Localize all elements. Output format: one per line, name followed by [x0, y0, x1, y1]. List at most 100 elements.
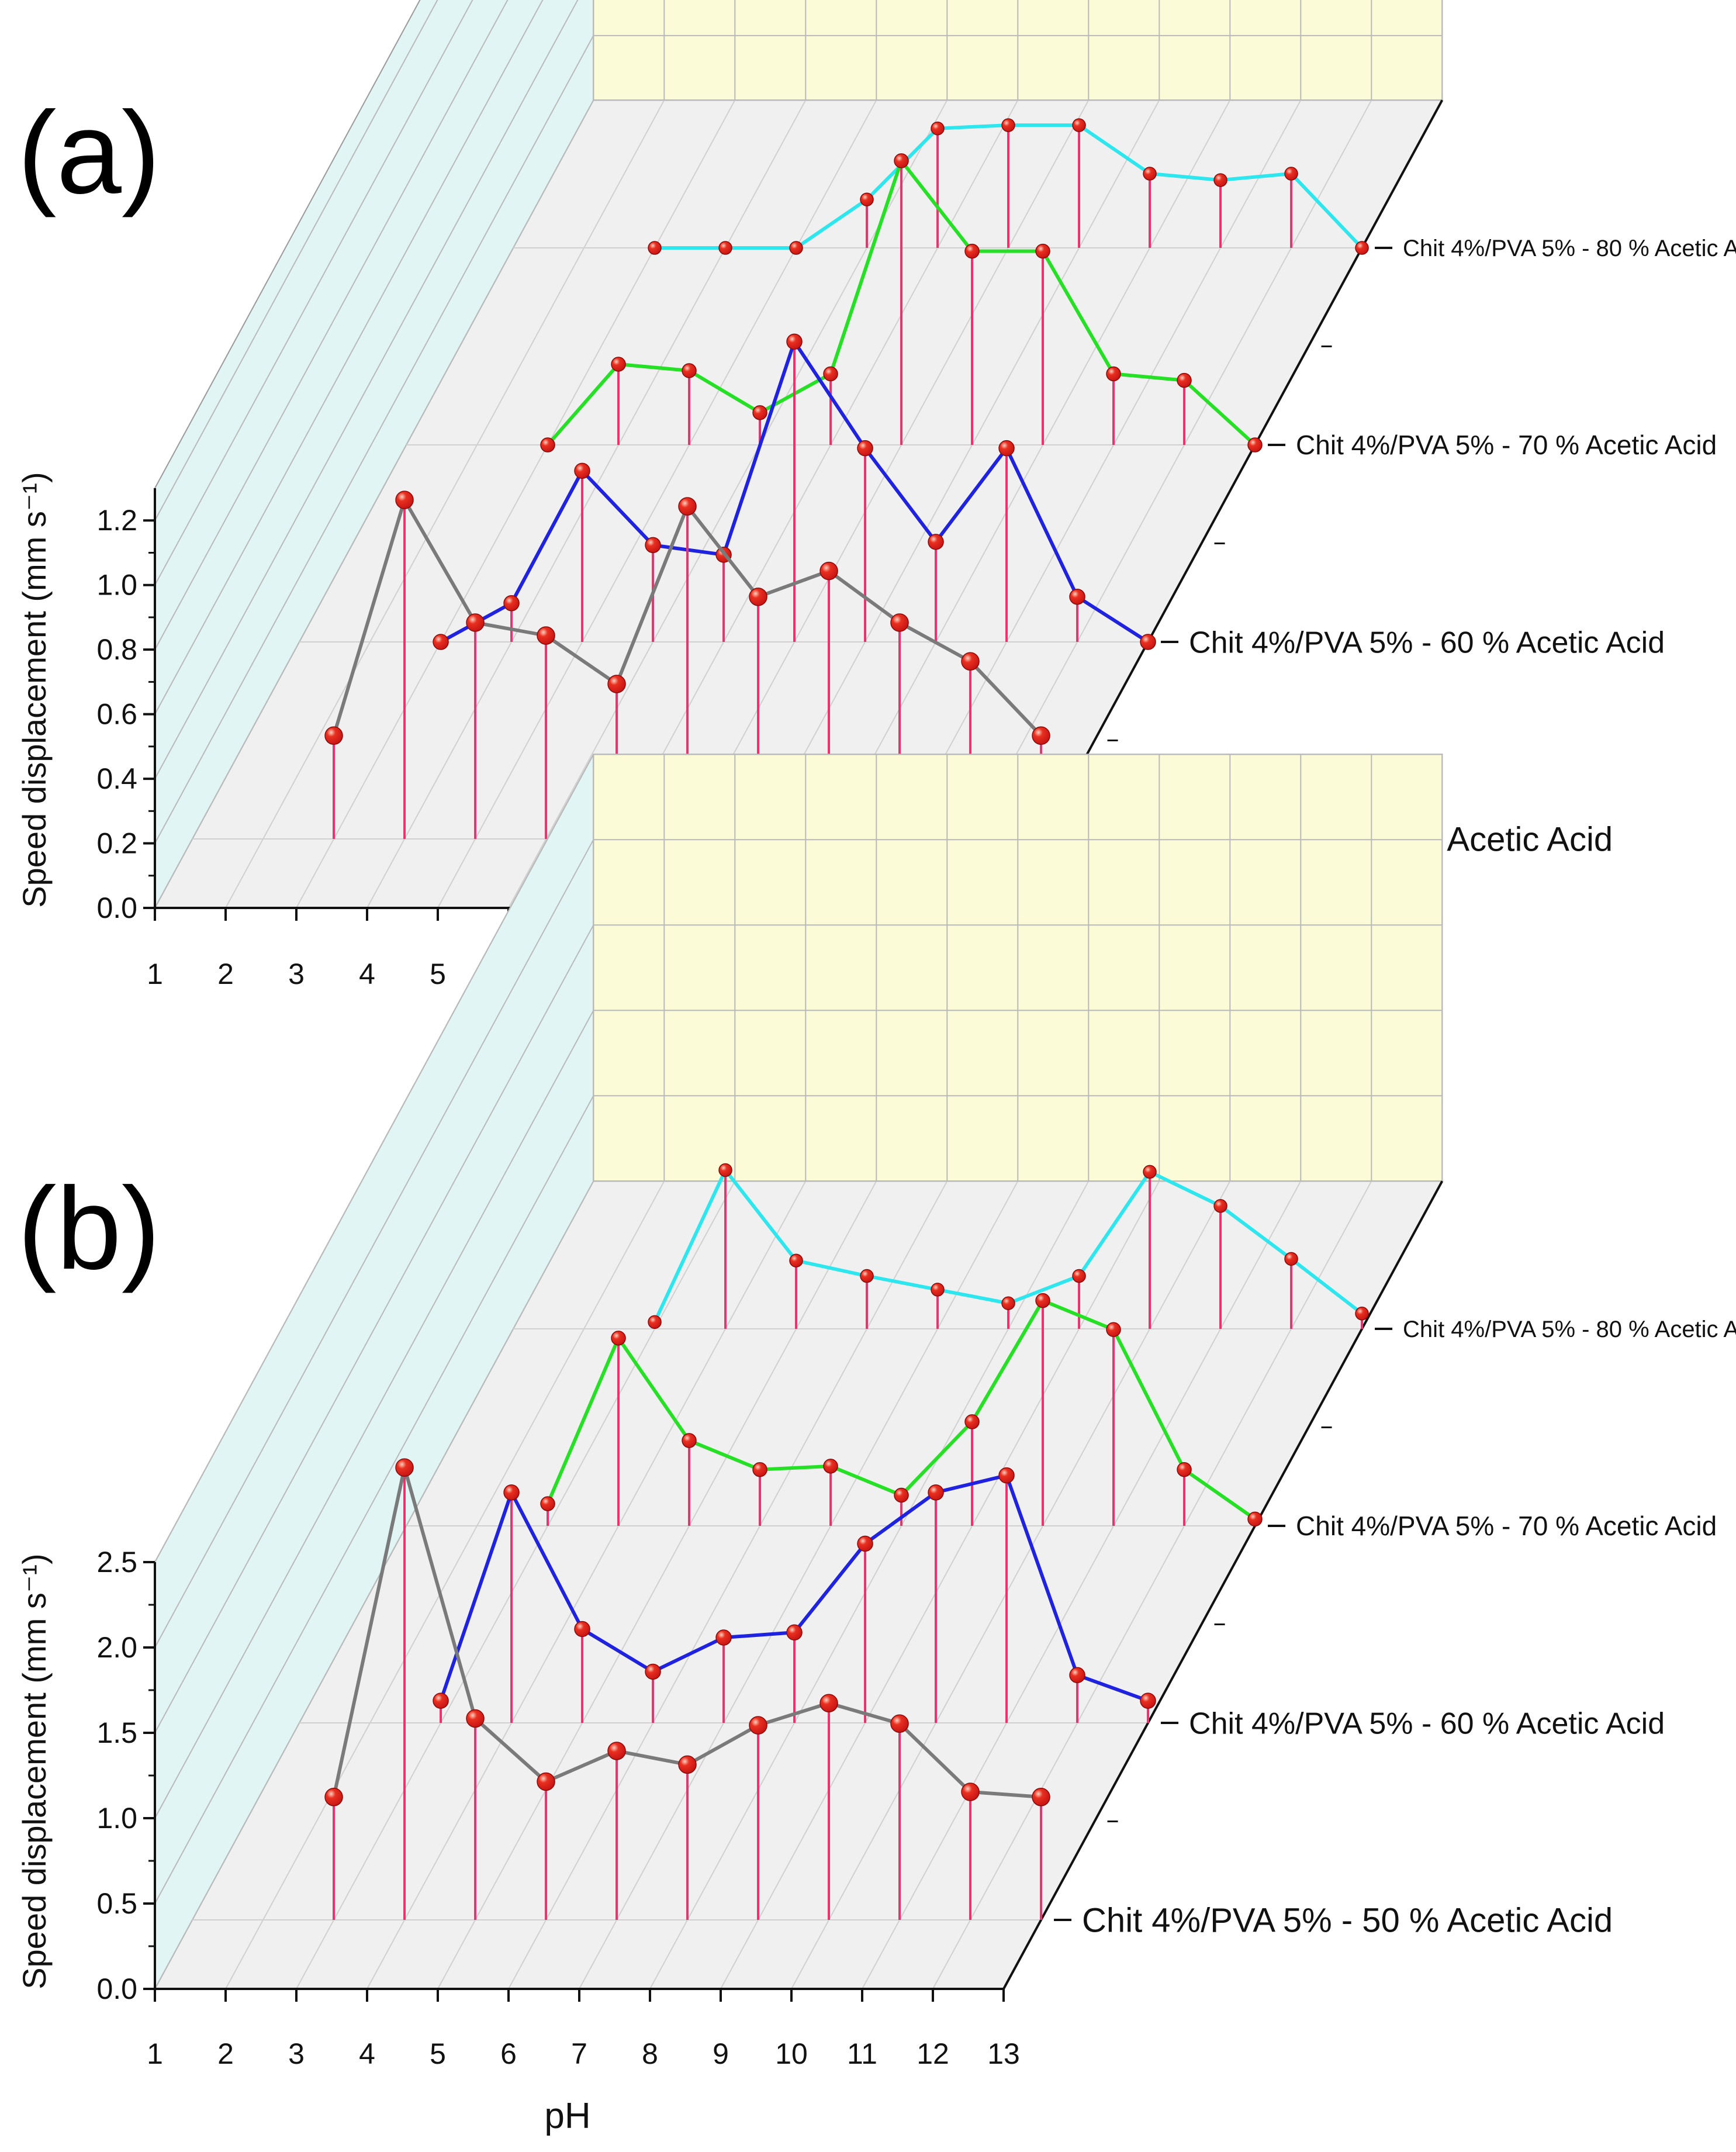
data-point	[823, 1459, 838, 1474]
y-tick-label: 0.2	[96, 827, 137, 860]
side-grid-y	[154, 0, 579, 779]
floor-grid-x	[862, 1180, 1302, 1989]
data-point	[928, 1484, 944, 1501]
data-point	[894, 153, 909, 168]
data-point	[648, 1315, 662, 1329]
y-tick-label: 2.0	[96, 1631, 137, 1664]
data-point	[607, 1742, 626, 1760]
series-label: Chit 4%/PVA 5% - 50 % Acetic Acid	[1082, 1901, 1613, 1939]
side-grid-y	[154, 0, 544, 715]
x-tick-label: 10	[775, 2037, 808, 2070]
data-point	[574, 1621, 590, 1638]
series-label: Chit 4%/PVA 5% - 60 % Acetic Acid	[1189, 1707, 1665, 1740]
series-2	[540, 1293, 1263, 1527]
x-tick-label: 13	[987, 2037, 1020, 2070]
data-point	[1355, 241, 1369, 255]
x-tick-label: 3	[288, 2037, 305, 2070]
data-point	[1035, 243, 1050, 259]
data-point	[786, 1624, 803, 1641]
data-point	[961, 652, 980, 671]
data-point	[819, 561, 838, 581]
data-point	[611, 357, 626, 372]
data-point	[998, 1467, 1015, 1484]
data-point	[1035, 1293, 1050, 1308]
x-tick-label: 5	[430, 2037, 446, 2070]
series-3	[648, 1163, 1369, 1329]
y-axis-title: Speed displacement (mm s⁻¹)	[16, 472, 53, 907]
x-tick-label: 12	[917, 2037, 949, 2070]
data-point	[1069, 588, 1085, 605]
data-point	[890, 1714, 909, 1733]
floor-grid-x	[366, 99, 807, 909]
data-point	[860, 192, 874, 206]
x-tick-label: 4	[359, 958, 375, 990]
y-tick-label: 0.8	[96, 633, 137, 666]
data-point	[964, 243, 980, 259]
side-grid-y	[154, 839, 594, 1648]
data-point	[857, 440, 873, 457]
data-point	[1284, 1252, 1298, 1266]
floor-grid-x	[579, 1180, 1019, 1989]
data-point	[931, 121, 945, 136]
side-grid-y	[154, 1095, 594, 1904]
series-1	[433, 1467, 1156, 1723]
panel-label: (b)	[18, 1163, 160, 1294]
data-point	[537, 1772, 555, 1791]
data-point	[682, 1433, 697, 1448]
data-point	[1213, 1199, 1227, 1213]
x-tick-label: 1	[147, 2037, 163, 2070]
data-point	[1001, 118, 1015, 132]
data-point	[503, 595, 520, 612]
data-point	[1140, 634, 1156, 650]
data-point	[1143, 1165, 1157, 1179]
data-point	[1072, 1269, 1086, 1283]
y-tick-label: 1.5	[96, 1716, 137, 1749]
floor-grid-x	[437, 99, 877, 909]
data-point	[433, 634, 449, 650]
data-point	[931, 1283, 945, 1297]
data-point	[645, 1663, 661, 1680]
y-tick-label: 2.5	[96, 1546, 137, 1578]
data-point	[1106, 1322, 1121, 1337]
data-point	[607, 675, 626, 693]
x-tick-label: 4	[359, 2037, 375, 2070]
x-tick-label: 2	[217, 2037, 234, 2070]
data-point	[1355, 1307, 1369, 1321]
data-point	[1247, 437, 1263, 452]
floor-grid-x	[720, 1180, 1160, 1989]
data-point	[503, 1484, 520, 1501]
y-tick-label: 1.0	[96, 569, 137, 602]
y-tick-label: 0.6	[96, 698, 137, 731]
data-point	[718, 1163, 732, 1177]
y-axis-title: Speed displacement (mm s⁻¹)	[16, 1553, 53, 1989]
floor-grid-x	[296, 99, 736, 909]
data-point	[1177, 1462, 1192, 1477]
y-tick-label: 1.0	[96, 1802, 137, 1835]
series-0	[324, 1458, 1050, 1920]
data-point	[678, 1755, 697, 1774]
depth-axis-line	[1002, 1180, 1444, 1989]
data-point	[1143, 167, 1157, 181]
data-point	[894, 1487, 909, 1503]
data-point	[1001, 1296, 1015, 1310]
data-point	[1284, 167, 1298, 181]
floor-grid-x	[649, 1180, 1090, 1989]
data-point	[645, 537, 661, 554]
data-point	[890, 613, 909, 632]
data-point	[540, 1496, 555, 1511]
panel-a: 123456789101112130.00.20.40.60.81.01.2pH…	[16, 0, 1736, 1049]
side-grid-y	[154, 35, 594, 844]
series-2	[540, 153, 1263, 452]
data-point	[928, 534, 944, 550]
side-grid-y	[154, 99, 594, 909]
x-axis-title: pH	[544, 2096, 590, 2136]
data-point	[1213, 173, 1227, 187]
panel-b: 1 2 3 4 5 6 7 8 9 10 11 12 130.00.51.01.52.02.5pHSpe…	[16, 754, 1736, 2136]
floor-grid-x	[366, 1180, 807, 1989]
data-point	[1032, 726, 1050, 745]
data-point	[860, 1269, 874, 1283]
data-point	[466, 613, 485, 632]
data-point	[537, 626, 555, 645]
series-0	[324, 490, 1050, 840]
floor-grid-x	[508, 1180, 948, 1989]
